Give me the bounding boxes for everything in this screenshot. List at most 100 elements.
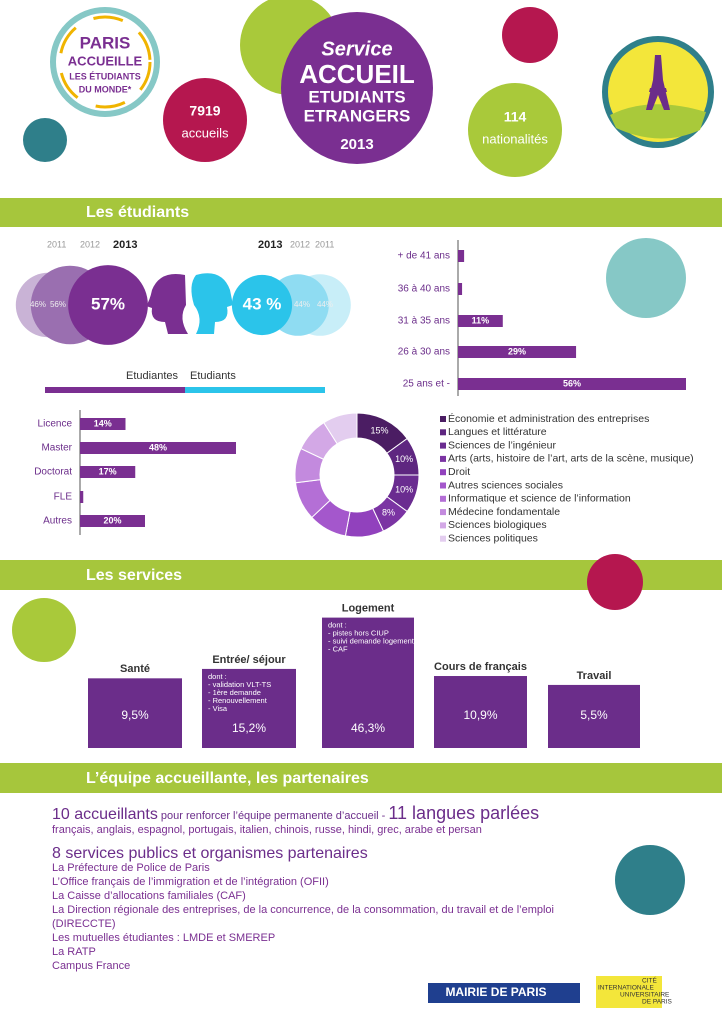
value-label: 15,2% xyxy=(232,721,266,735)
bar xyxy=(80,491,84,503)
legend-swatch xyxy=(440,442,446,449)
category-label: 31 à 35 ans xyxy=(398,316,450,327)
category-label: Master xyxy=(41,443,72,454)
eiffel-hill xyxy=(610,104,706,139)
deco-circle xyxy=(615,845,685,915)
partners-title: 8 services publics et organismes partena… xyxy=(52,845,368,862)
female-head xyxy=(146,274,188,334)
value-label: 10% xyxy=(395,485,413,495)
deco-circle xyxy=(12,598,76,662)
bar xyxy=(458,315,503,327)
year-label: 2012 xyxy=(80,239,100,249)
section-title: L’équipe accueillante, les partenaires xyxy=(86,770,369,787)
staff-count: 10 accueillants xyxy=(52,806,158,823)
note-item: - validation VLT-TS xyxy=(208,680,271,689)
note-item: - suivi demande logement CIUP xyxy=(328,637,434,646)
logo-ring xyxy=(58,15,152,109)
category-label: Licence xyxy=(38,419,73,430)
partner: L’Office français de l’immigration et de… xyxy=(52,876,329,888)
bar xyxy=(322,617,414,748)
legend-label: Arts (arts, histoire de l’art, arts de l… xyxy=(448,453,694,465)
value-label: 43 % xyxy=(243,294,282,313)
team-section: 10 accueillants pour renforcer l’équipe … xyxy=(52,803,642,973)
section-band xyxy=(0,198,722,227)
legend-label: Informatique et science de l’information xyxy=(448,493,631,505)
bar xyxy=(80,466,136,478)
legend-label: Sciences biologiques xyxy=(448,519,547,531)
ciup-text: UNIVERSITAIRE xyxy=(620,992,670,999)
bar xyxy=(434,676,527,748)
stat-label: nationalités xyxy=(482,131,548,146)
gender-bubble xyxy=(68,265,148,345)
logo-circle xyxy=(50,7,160,117)
stat-circle xyxy=(468,83,562,177)
male-head xyxy=(191,273,233,334)
deco-circle xyxy=(23,118,67,162)
category-label: FLE xyxy=(54,492,73,503)
category-label: Travail xyxy=(577,670,612,682)
value-label: 46,3% xyxy=(351,721,385,735)
service-circle xyxy=(281,12,433,164)
service-text: ETUDIANTS xyxy=(308,87,405,106)
note-title: dont : xyxy=(328,621,347,630)
legend-swatch xyxy=(440,416,446,422)
donut-segment xyxy=(323,412,358,445)
category-label: Doctorat xyxy=(34,467,72,478)
year-label: 2013 xyxy=(113,239,137,251)
legend-label: Sciences de l’ingénieur xyxy=(448,439,556,451)
deco-circle xyxy=(502,7,558,63)
bar xyxy=(548,684,640,748)
partner: La Direction régionale des entreprises, … xyxy=(52,904,554,930)
legend-label: Sciences politiques xyxy=(448,532,538,544)
service-text: ACCUEIL xyxy=(299,59,415,89)
note-item: - CAF xyxy=(328,645,348,654)
value-label: 10% xyxy=(395,454,413,464)
note-item: - Renouvellement xyxy=(208,696,268,705)
legend-swatch xyxy=(440,522,446,529)
value-label: 5,5% xyxy=(580,708,608,722)
partners-list: La Préfecture de Police de Paris L’Office… xyxy=(52,861,612,973)
legend-label: Droit xyxy=(448,466,470,478)
logo-text: PARIS xyxy=(80,33,131,52)
value-label: 56% xyxy=(50,300,66,309)
year-label: 2012 xyxy=(290,239,310,249)
gender-label: Etudiantes xyxy=(126,370,178,382)
value-label: 48% xyxy=(149,442,167,452)
category-label: 36 à 40 ans xyxy=(398,284,450,295)
languages-count: 11 langues parlées xyxy=(388,803,540,823)
value-label: 9,5% xyxy=(121,708,149,722)
bar xyxy=(458,250,465,262)
logo-text: DU MONDE* xyxy=(79,84,132,94)
value-label: 11% xyxy=(472,315,490,325)
category-label: Santé xyxy=(120,663,150,675)
value-label: 56% xyxy=(563,378,581,388)
legend-label: Médecine fondamentale xyxy=(448,506,560,518)
year-label: 2011 xyxy=(47,239,66,249)
year-label: 2013 xyxy=(258,239,282,251)
deco-circle xyxy=(587,554,643,610)
bar xyxy=(202,668,296,748)
stat-label: accueils xyxy=(182,125,229,140)
logo-text: ACCUEILLE xyxy=(68,53,143,68)
languages: français, anglais, espagnol, portugais, … xyxy=(52,824,482,836)
section-title: Les étudiants xyxy=(86,204,189,221)
stat-circle xyxy=(163,78,247,162)
note-item: - pistes hors CIUP xyxy=(328,629,389,638)
value-label: 57% xyxy=(91,294,125,313)
legend-swatch xyxy=(440,535,446,542)
section-band xyxy=(0,763,722,793)
section-title: Les services xyxy=(86,567,182,584)
partner: La Préfecture de Police de Paris xyxy=(52,862,210,874)
gender-bubble xyxy=(231,274,293,336)
gender-bar xyxy=(45,387,185,393)
legend-swatch xyxy=(440,482,446,489)
value-label: 46% xyxy=(30,300,46,309)
note-item: - 1ère demande xyxy=(208,688,261,697)
value-label: 44% xyxy=(294,300,310,309)
partner: La RATP xyxy=(52,946,96,958)
bar xyxy=(80,442,236,454)
category-label: 25 ans et - xyxy=(403,379,450,390)
note-item: - Visa xyxy=(208,704,228,713)
